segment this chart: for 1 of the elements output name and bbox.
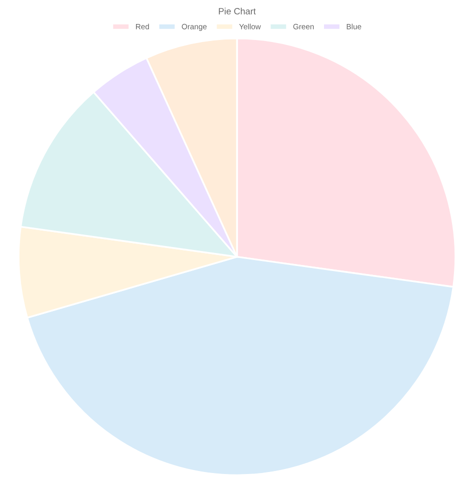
chart-title: Pie Chart <box>218 8 256 14</box>
